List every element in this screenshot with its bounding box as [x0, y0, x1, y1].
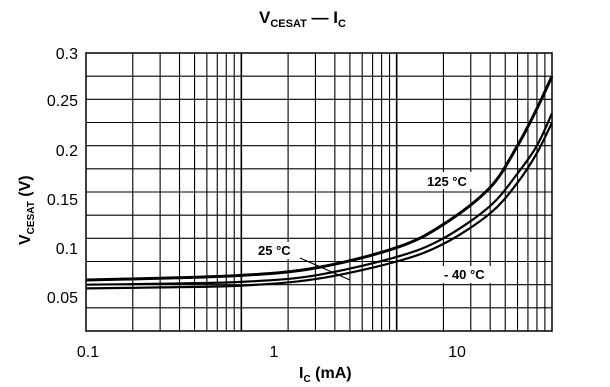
- title-dash: — I: [307, 8, 338, 27]
- series-line-0: [85, 75, 554, 282]
- series-label-125-bg: [423, 172, 477, 189]
- y-axis-label: VCESAT (V): [17, 175, 37, 245]
- title-v-subscript: CESAT: [270, 18, 307, 30]
- series-group: [85, 75, 554, 290]
- series-label-minus40c: - 40 °C: [444, 267, 485, 282]
- series-line-1: [85, 112, 553, 286]
- title-i-subscript: C: [338, 18, 346, 30]
- x-tick-label: 10: [448, 344, 466, 361]
- series-label-25c-leader: [299, 257, 351, 281]
- y-axis-label-v: V: [17, 234, 34, 245]
- series-line-2: [85, 122, 553, 290]
- x-tick-label: 1: [270, 344, 279, 361]
- svg-text:IC (mA): IC (mA): [299, 365, 352, 385]
- title-v: V: [259, 8, 271, 27]
- y-tick-labels: 0.3 0.25 0.2 0.15 0.1 0.05: [47, 46, 78, 307]
- x-axis-label-unit: (mA): [311, 365, 352, 382]
- x-tick-labels: 0.1 1 10: [77, 344, 466, 361]
- x-axis-label-i: I: [299, 365, 303, 382]
- y-tick-label: 0.15: [47, 192, 78, 209]
- series-label-125c: 125 °C: [427, 174, 468, 189]
- chart-title: VCESAT — IC: [259, 8, 346, 30]
- y-axis-label-subscript: CESAT: [26, 201, 37, 234]
- grid: [86, 53, 552, 331]
- svg-text:VCESAT — IC: VCESAT — IC: [259, 8, 346, 30]
- y-tick-label: 0.2: [56, 143, 78, 160]
- x-tick-label: 0.1: [77, 344, 99, 361]
- y-tick-label: 0.25: [47, 93, 78, 110]
- series-label-minus40-bg: [441, 266, 495, 283]
- series-label-25c: 25 °C: [258, 243, 291, 258]
- x-axis-label: IC (mA): [299, 365, 352, 385]
- y-tick-label: 0.05: [47, 290, 78, 307]
- x-axis-label-subscript: C: [303, 374, 310, 385]
- y-tick-label: 0.3: [56, 46, 78, 63]
- y-tick-label: 0.1: [56, 241, 78, 258]
- y-axis-label-unit: (V): [17, 175, 34, 201]
- series-label-25-bg: [255, 242, 301, 259]
- svg-text:VCESAT (V): VCESAT (V): [17, 175, 37, 245]
- plot-frame: [85, 52, 553, 332]
